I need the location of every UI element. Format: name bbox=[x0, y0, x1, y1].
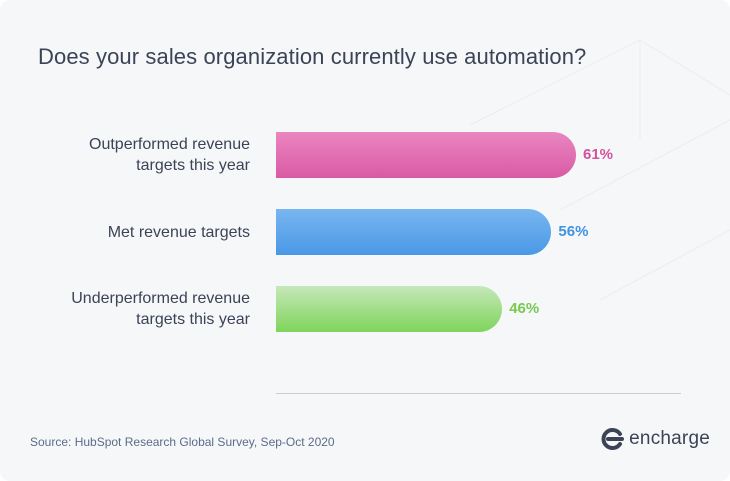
bar-value-label-2: 56% bbox=[558, 223, 589, 240]
x-axis-line bbox=[276, 393, 681, 394]
chart-title: Does your sales organization currently u… bbox=[38, 44, 587, 69]
source-note: Source: HubSpot Research Global Survey, … bbox=[30, 435, 335, 449]
category-label-line: targets this year bbox=[136, 157, 250, 174]
category-label-2: Met revenue targets bbox=[10, 222, 250, 243]
brand-name: encharge bbox=[629, 428, 710, 449]
category-label-1: Outperformed revenue targets this year bbox=[10, 134, 250, 176]
encharge-logo-icon bbox=[601, 428, 625, 450]
category-label-3: Underperformed revenue targets this year bbox=[10, 288, 250, 330]
bar-2 bbox=[276, 209, 552, 255]
bar-value-label-1: 61% bbox=[583, 146, 614, 163]
bar-3 bbox=[276, 286, 503, 332]
category-label-line: targets this year bbox=[136, 311, 250, 328]
brand-logo: encharge bbox=[601, 427, 710, 451]
bar-1 bbox=[276, 132, 576, 178]
bar-value-label-3: 46% bbox=[509, 300, 540, 317]
category-label-line: Underperformed revenue bbox=[71, 290, 250, 307]
category-label-line: Outperformed revenue bbox=[89, 136, 250, 153]
category-label-line: Met revenue targets bbox=[107, 223, 250, 241]
